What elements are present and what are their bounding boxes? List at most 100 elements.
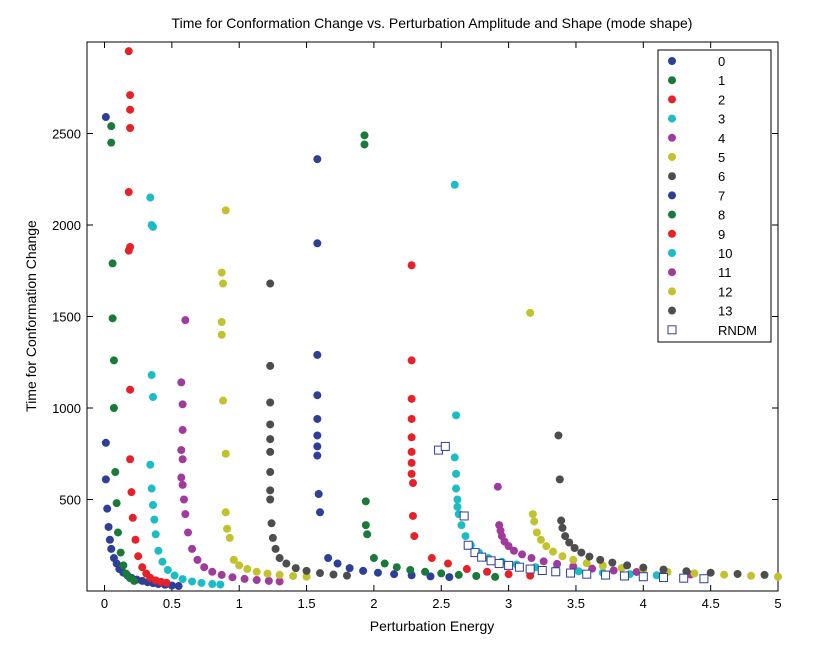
data-point [107,544,116,553]
data-point [407,394,416,403]
data-point [407,469,416,478]
series-4 [177,316,284,586]
data-point [536,535,545,544]
data-point [408,479,417,488]
data-point [582,559,591,568]
data-point [275,570,284,579]
data-point [486,556,496,566]
legend-label: 13 [718,304,732,319]
data-point [146,193,155,202]
data-point [504,570,513,579]
legend-marker [668,172,676,181]
series-1 [107,122,139,585]
data-point [147,371,156,380]
data-point [184,528,193,537]
data-point [504,560,514,570]
data-point [526,571,535,580]
data-point [178,575,187,584]
data-point [126,124,135,133]
data-point [177,378,186,387]
data-point [526,308,535,317]
data-point [333,559,342,568]
legend-marker [668,210,676,219]
data-point [116,548,125,557]
data-point [217,317,226,326]
data-point [113,528,122,537]
data-point [188,544,197,553]
data-point [443,559,452,568]
chart-title: Time for Conformation Change vs. Perturb… [172,15,693,31]
data-point [390,570,399,579]
data-point [266,447,275,456]
data-point [181,316,190,325]
legend-label: 12 [718,284,732,299]
legend-label: 6 [718,169,725,184]
data-point [407,261,416,270]
data-point [525,564,535,574]
series-5 [217,206,311,581]
data-point [437,569,446,578]
data-point [659,572,669,582]
data-point [453,495,462,504]
legend-label: 8 [718,208,725,223]
data-point [407,356,416,365]
data-point [445,573,454,582]
series-6 [266,279,351,580]
data-point [638,572,648,582]
x-axis: 0 0.5 1 1.5 2 2.5 3 3.5 4 4.5 5 [101,42,782,611]
data-point [619,571,629,581]
data-point [470,548,480,558]
data-point [138,563,147,572]
data-point [313,414,322,423]
data-point [558,523,567,532]
data-point [623,561,632,570]
data-point [733,569,742,578]
data-point [421,567,430,576]
data-point [179,495,188,504]
data-point [221,206,230,215]
data-point [452,469,461,478]
data-point [585,552,594,561]
x-tick-label: 1.5 [298,596,316,611]
data-point [151,530,160,539]
x-tick-label: 4 [640,596,647,611]
data-point [130,576,139,585]
data-point [200,563,209,572]
data-point [369,554,378,563]
legend-box [657,49,772,343]
data-point [570,543,579,552]
data-point [632,567,641,576]
data-point [472,571,481,580]
legend-marker [668,76,676,85]
data-point [514,562,524,572]
data-point [127,488,136,497]
legend-marker [668,153,676,161]
data-point [108,259,117,268]
data-point [126,91,135,100]
data-point [450,453,459,462]
data-point [302,566,311,575]
data-point [217,268,226,277]
data-point [554,431,563,440]
data-point [373,568,382,577]
data-point [427,554,436,563]
data-point [574,567,583,576]
data-point [229,555,238,564]
data-point [282,559,291,568]
legend-label: 1 [718,73,725,88]
data-point [426,572,435,581]
data-point [760,570,769,579]
data-point [477,552,487,562]
data-point [463,540,473,550]
data-points [101,47,782,591]
data-point [407,414,416,423]
data-point [360,140,369,149]
data-point [360,131,369,140]
data-point [720,570,729,579]
data-point [483,567,492,576]
data-point [149,393,158,402]
data-point [124,188,133,197]
data-point [266,486,275,495]
data-point [679,573,689,583]
